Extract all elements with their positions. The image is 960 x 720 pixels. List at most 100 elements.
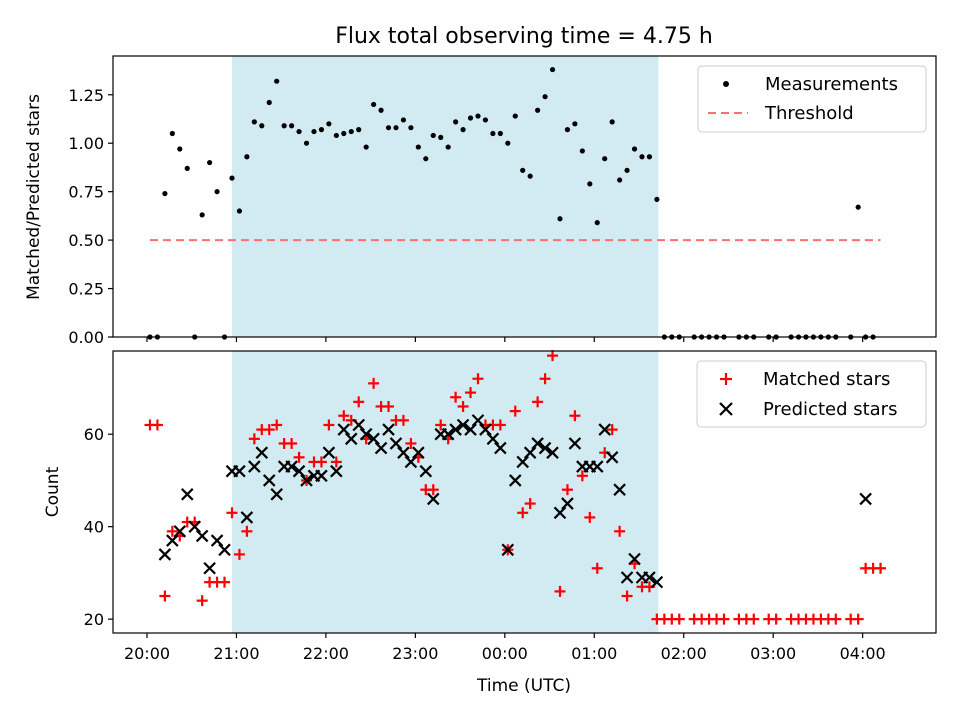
- measurement-point: [453, 119, 459, 125]
- matched-point: [465, 387, 477, 399]
- predicted-point: [322, 446, 336, 459]
- measurement-point: [639, 154, 645, 160]
- measurement-point: [177, 146, 183, 152]
- top-axes-frame: [112, 55, 937, 338]
- measurement-point: [490, 130, 496, 137]
- predicted-point: [426, 492, 440, 506]
- predicted-point: [188, 520, 201, 533]
- matched-point: [875, 562, 887, 574]
- matched-point: [286, 437, 298, 449]
- top-observing-window: [231, 56, 659, 337]
- measurement-point: [467, 115, 474, 121]
- measurement-point: [303, 140, 310, 146]
- matched-point: [591, 562, 603, 574]
- bottom-y-axis: 20 40 60: [84, 425, 113, 629]
- matched-point: [323, 419, 335, 431]
- chart-title: Flux total observing time = 4.75 h: [335, 24, 713, 49]
- predicted-point: [859, 492, 872, 506]
- bottom-legend-box: [696, 360, 927, 428]
- predicted-point: [315, 469, 328, 483]
- measurement-point: [646, 154, 653, 160]
- predicted-point: [479, 423, 492, 436]
- predicted-point: [441, 427, 455, 441]
- measurement-point: [214, 189, 220, 195]
- x-tick-label: 03:00: [750, 644, 796, 663]
- measurement-point: [460, 127, 466, 133]
- measurement-point: [631, 146, 638, 152]
- predicted-point: [598, 423, 611, 436]
- measurement-point: [274, 78, 280, 84]
- x-axis-label: Time (UTC): [476, 676, 571, 696]
- measurement-point: [333, 132, 339, 139]
- measurement-point: [408, 125, 414, 131]
- matched-point: [614, 525, 626, 537]
- measurement-point: [564, 127, 571, 133]
- matched-point: [196, 595, 208, 607]
- matched-point: [770, 613, 782, 625]
- measurement-point: [415, 144, 421, 150]
- measurement-point: [594, 220, 600, 226]
- y-tick-label: 0.00: [68, 328, 104, 347]
- measurement-point: [236, 208, 243, 214]
- legend-measurements-label: Measurements: [765, 74, 898, 95]
- y-tick-label: 0.50: [68, 231, 104, 250]
- matched-point: [293, 451, 305, 463]
- matched-point: [547, 350, 559, 362]
- matched-point: [271, 419, 283, 431]
- legend-predicted-marker: [719, 402, 733, 416]
- measurement-point: [512, 113, 518, 119]
- matched-point: [233, 548, 245, 560]
- y-tick-label: 60: [84, 425, 104, 444]
- bottom-y-label: Count: [43, 466, 63, 517]
- measurement-point: [289, 123, 295, 129]
- matched-point: [517, 507, 529, 519]
- matched-point: [554, 585, 566, 597]
- predicted-point: [449, 423, 462, 436]
- measurement-point: [393, 125, 399, 131]
- matched-point: [532, 396, 544, 408]
- measurement-point: [400, 117, 407, 123]
- matched-point: [457, 400, 469, 412]
- matched-point: [405, 437, 417, 449]
- measurement-point: [296, 128, 302, 135]
- y-tick-label: 0.25: [68, 280, 104, 299]
- matched-point: [368, 377, 380, 389]
- predicted-point: [248, 460, 261, 473]
- predicted-point: [389, 437, 403, 450]
- measurement-point: [617, 177, 623, 183]
- bottom-observing-window: [231, 351, 659, 633]
- x-tick-label: 21:00: [213, 644, 259, 663]
- legend-matched-label: Matched stars: [763, 369, 890, 390]
- bottom-axes-frame: [112, 350, 937, 634]
- predicted-point: [464, 423, 477, 436]
- matched-point: [472, 373, 484, 385]
- measurement-point: [438, 134, 444, 140]
- predicted-point: [523, 446, 537, 459]
- measurement-point: [259, 123, 265, 129]
- predicted-point: [590, 460, 604, 473]
- x-tick-label: 20:00: [124, 644, 170, 663]
- top-y-axis: 0.00 0.25 0.50 0.75 1.00 1.25: [68, 86, 113, 347]
- measurement-point: [311, 128, 317, 135]
- predicted-point: [330, 464, 343, 478]
- matched-point: [606, 424, 618, 436]
- measurement-point: [318, 127, 325, 133]
- predicted-point: [613, 483, 626, 496]
- measurement-point: [378, 107, 384, 113]
- matched-point: [435, 419, 447, 431]
- predicted-point: [173, 525, 187, 538]
- measurement-point: [624, 167, 630, 173]
- predicted-point: [650, 575, 664, 589]
- predicted-point: [494, 441, 507, 455]
- matched-point: [263, 424, 275, 436]
- measurement-point: [475, 113, 481, 119]
- measurement-point: [587, 181, 593, 187]
- measurement-point: [505, 140, 511, 146]
- measurement-point: [363, 144, 369, 150]
- matched-point: [219, 576, 231, 588]
- top-legend-box: [697, 65, 927, 133]
- matched-point: [584, 511, 596, 523]
- x-tick-label: 22:00: [303, 644, 349, 663]
- measurement-point: [229, 175, 235, 181]
- predicted-point: [180, 488, 194, 501]
